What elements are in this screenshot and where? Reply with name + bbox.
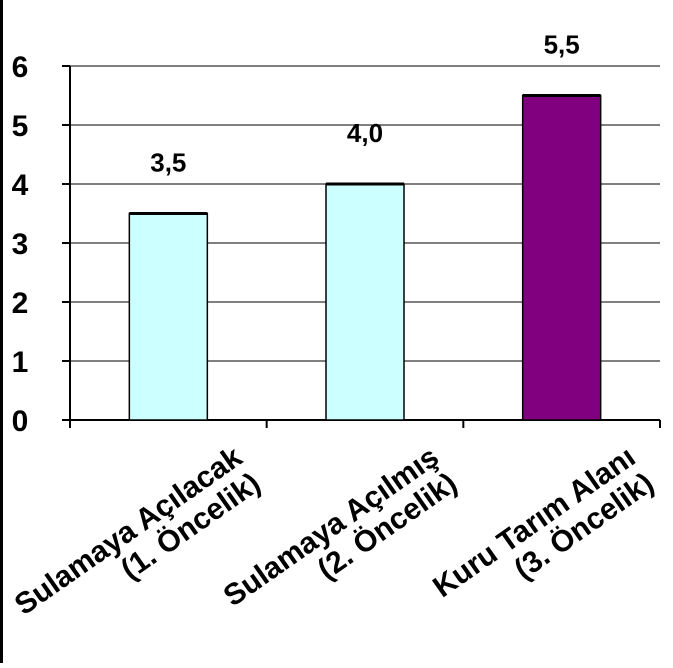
y-tick-label-3: 3 [12,228,29,261]
data-label-2: 4,0 [347,118,383,148]
category-label-1: Sulamaya Açılacak(1. Öncelik) [9,440,267,622]
y-tick-label-0: 0 [12,405,29,438]
y-tick-label-1: 1 [12,346,29,379]
bar-1 [128,212,209,421]
y-tick-label-6: 6 [12,51,29,84]
y-tick-label-2: 2 [12,287,29,320]
frame-left-border [0,0,3,663]
data-label-1: 3,5 [150,148,186,178]
category-label-3: Kuru Tarım Alanı(3. Öncelik) [427,440,660,604]
bar-2 [325,183,405,421]
data-label-3: 5,5 [544,30,580,60]
y-tick-label-4: 4 [12,169,29,202]
y-tick-label-5: 5 [12,110,29,143]
category-label-2: Sulamaya Açılmış(2. Öncelik) [218,440,463,613]
bar-3 [521,94,602,421]
bars [128,94,602,421]
